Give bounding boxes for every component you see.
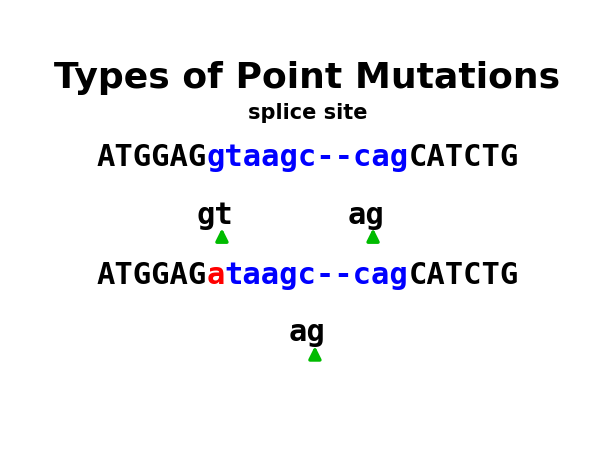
Text: gt: gt bbox=[196, 201, 233, 230]
Text: CATCTG: CATCTG bbox=[409, 261, 519, 290]
Text: splice site: splice site bbox=[248, 103, 367, 123]
Text: taagc--cag: taagc--cag bbox=[225, 261, 409, 290]
Text: ATGGAG: ATGGAG bbox=[96, 144, 206, 172]
Text: gtaagc--cag: gtaagc--cag bbox=[206, 144, 409, 172]
Text: ag: ag bbox=[347, 201, 384, 230]
Text: Types of Point Mutations: Types of Point Mutations bbox=[55, 61, 560, 95]
Text: ATGGAG: ATGGAG bbox=[96, 261, 206, 290]
Text: a: a bbox=[206, 261, 225, 290]
Text: CATCTG: CATCTG bbox=[409, 144, 519, 172]
Text: ag: ag bbox=[289, 319, 326, 347]
